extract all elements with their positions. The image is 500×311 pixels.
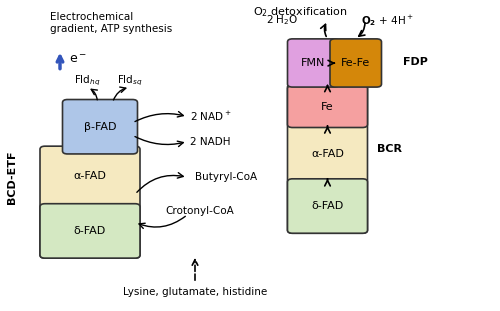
Text: α-FAD: α-FAD (311, 149, 344, 159)
FancyBboxPatch shape (62, 100, 138, 154)
Text: Butyryl-CoA: Butyryl-CoA (195, 172, 257, 182)
Text: 2 NAD$^+$: 2 NAD$^+$ (190, 110, 232, 123)
Text: 2 NADH: 2 NADH (190, 137, 230, 146)
FancyBboxPatch shape (288, 86, 368, 128)
Text: Fld$_{sq}$: Fld$_{sq}$ (117, 74, 143, 88)
Text: FMN: FMN (301, 58, 326, 68)
FancyBboxPatch shape (288, 179, 368, 233)
FancyBboxPatch shape (330, 39, 382, 87)
Text: δ-FAD: δ-FAD (74, 226, 106, 236)
Text: $\bf{O_2}$ + 4H$^+$: $\bf{O_2}$ + 4H$^+$ (361, 13, 414, 28)
Text: β-FAD: β-FAD (84, 122, 116, 132)
Text: Fe-Fe: Fe-Fe (341, 58, 370, 68)
Text: O$_2$ detoxification: O$_2$ detoxification (252, 6, 348, 19)
Text: δ-FAD: δ-FAD (312, 201, 344, 211)
Text: BCD-ETF: BCD-ETF (8, 151, 18, 204)
Text: Fe: Fe (321, 101, 334, 112)
FancyBboxPatch shape (40, 146, 140, 258)
FancyBboxPatch shape (288, 39, 339, 87)
Text: Electrochemical
gradient, ATP synthesis: Electrochemical gradient, ATP synthesis (50, 12, 172, 34)
Text: e$^-$: e$^-$ (68, 53, 86, 66)
Text: FDP: FDP (402, 57, 427, 67)
Text: BCR: BCR (378, 144, 402, 154)
FancyBboxPatch shape (40, 204, 140, 258)
Text: α-FAD: α-FAD (74, 171, 106, 181)
Text: Crotonyl-CoA: Crotonyl-CoA (165, 207, 234, 216)
Text: Fld$_{hq}$: Fld$_{hq}$ (74, 74, 101, 88)
Text: Lysine, glutamate, histidine: Lysine, glutamate, histidine (123, 287, 267, 297)
Text: 2 H$_2$O: 2 H$_2$O (266, 13, 298, 27)
FancyBboxPatch shape (288, 84, 368, 233)
